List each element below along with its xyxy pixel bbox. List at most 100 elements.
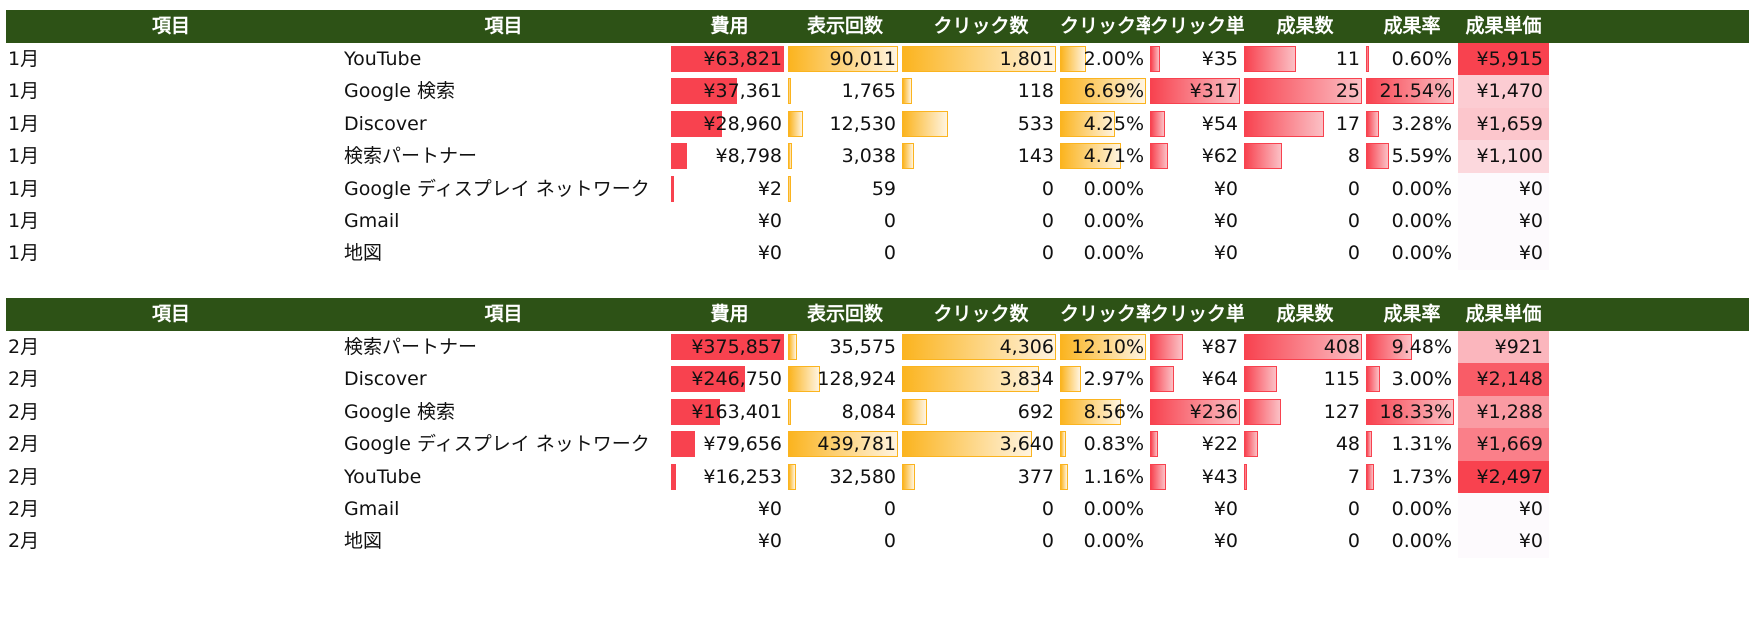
month-cell[interactable]: 2月 [6, 396, 336, 428]
cpc-cell[interactable]: ¥22 [1150, 428, 1244, 460]
impressions-cell[interactable]: 0 [788, 525, 902, 557]
header-cpc[interactable]: クリック単価 [1150, 15, 1244, 37]
impressions-cell[interactable]: 0 [788, 205, 902, 237]
channel-cell[interactable]: 検索パートナー [336, 140, 671, 172]
clicks-cell[interactable]: 118 [902, 75, 1060, 107]
cvr-cell[interactable]: 1.73% [1366, 461, 1458, 493]
cost-cell[interactable]: ¥0 [671, 525, 788, 557]
impressions-cell[interactable]: 439,781 [788, 428, 902, 460]
cpc-cell[interactable]: ¥317 [1150, 75, 1244, 107]
cpc-cell[interactable]: ¥43 [1150, 461, 1244, 493]
month-cell[interactable]: 2月 [6, 461, 336, 493]
channel-cell[interactable]: 検索パートナー [336, 331, 671, 363]
clicks-cell[interactable]: 0 [902, 173, 1060, 205]
header-cost[interactable]: 費用 [710, 303, 749, 325]
impressions-cell[interactable]: 90,011 [788, 43, 902, 75]
clicks-cell[interactable]: 4,306 [902, 331, 1060, 363]
impressions-cell[interactable]: 3,038 [788, 140, 902, 172]
ctr-cell[interactable]: 2.97% [1060, 363, 1150, 395]
channel-cell[interactable]: 地図 [336, 525, 671, 557]
cvr-cell[interactable]: 0.60% [1366, 43, 1458, 75]
impressions-cell[interactable]: 59 [788, 173, 902, 205]
month-cell[interactable]: 1月 [6, 43, 336, 75]
cvr-cell[interactable]: 0.00% [1366, 173, 1458, 205]
cpc-cell[interactable]: ¥64 [1150, 363, 1244, 395]
cpc-cell[interactable]: ¥236 [1150, 396, 1244, 428]
ctr-cell[interactable]: 12.10% [1060, 331, 1150, 363]
header-cpa[interactable]: 成果単価 [1465, 15, 1542, 37]
cvr-cell[interactable]: 0.00% [1366, 237, 1458, 269]
cvr-cell[interactable]: 3.00% [1366, 363, 1458, 395]
cost-cell[interactable]: ¥0 [671, 493, 788, 525]
cpa-cell[interactable]: ¥1,669 [1458, 428, 1549, 461]
header-conversions[interactable]: 成果数 [1276, 15, 1334, 37]
cost-cell[interactable]: ¥163,401 [671, 396, 788, 428]
month-cell[interactable]: 2月 [6, 525, 336, 557]
cost-cell[interactable]: ¥375,857 [671, 331, 788, 363]
clicks-cell[interactable]: 3,640 [902, 428, 1060, 460]
conversions-cell[interactable]: 0 [1244, 525, 1366, 557]
cpc-cell[interactable]: ¥0 [1150, 173, 1244, 205]
clicks-cell[interactable]: 3,834 [902, 363, 1060, 395]
month-cell[interactable]: 2月 [6, 331, 336, 363]
cpc-cell[interactable]: ¥87 [1150, 331, 1244, 363]
conversions-cell[interactable]: 0 [1244, 205, 1366, 237]
cpa-cell[interactable]: ¥2,497 [1458, 460, 1549, 493]
cvr-cell[interactable]: 0.00% [1366, 205, 1458, 237]
cvr-cell[interactable]: 1.31% [1366, 428, 1458, 460]
impressions-cell[interactable]: 32,580 [788, 461, 902, 493]
ctr-cell[interactable]: 0.00% [1060, 173, 1150, 205]
cpa-cell[interactable]: ¥1,100 [1458, 140, 1549, 173]
channel-cell[interactable]: Gmail [336, 205, 671, 237]
month-cell[interactable]: 1月 [6, 173, 336, 205]
channel-cell[interactable]: Discover [336, 363, 671, 395]
cvr-cell[interactable]: 0.00% [1366, 493, 1458, 525]
conversions-cell[interactable]: 7 [1244, 461, 1366, 493]
cpc-cell[interactable]: ¥35 [1150, 43, 1244, 75]
cpa-cell[interactable]: ¥0 [1458, 237, 1549, 270]
channel-cell[interactable]: YouTube [336, 461, 671, 493]
channel-cell[interactable]: Google 検索 [336, 75, 671, 107]
cpc-cell[interactable]: ¥0 [1150, 237, 1244, 269]
ctr-cell[interactable]: 4.71% [1060, 140, 1150, 172]
cpa-cell[interactable]: ¥0 [1458, 204, 1549, 238]
ctr-cell[interactable]: 6.69% [1060, 75, 1150, 107]
impressions-cell[interactable]: 1,765 [788, 75, 902, 107]
cvr-cell[interactable]: 5.59% [1366, 140, 1458, 172]
header-cvr[interactable]: 成果率 [1383, 15, 1441, 37]
impressions-cell[interactable]: 35,575 [788, 331, 902, 363]
conversions-cell[interactable]: 8 [1244, 140, 1366, 172]
impressions-cell[interactable]: 8,084 [788, 396, 902, 428]
cpa-cell[interactable]: ¥5,915 [1458, 43, 1549, 76]
clicks-cell[interactable]: 692 [902, 396, 1060, 428]
month-cell[interactable]: 1月 [6, 75, 336, 107]
cpc-cell[interactable]: ¥0 [1150, 205, 1244, 237]
header-cvr[interactable]: 成果率 [1383, 303, 1441, 325]
ctr-cell[interactable]: 2.00% [1060, 43, 1150, 75]
clicks-cell[interactable]: 0 [902, 237, 1060, 269]
cpa-cell[interactable]: ¥1,288 [1458, 395, 1549, 429]
cost-cell[interactable]: ¥8,798 [671, 140, 788, 172]
conversions-cell[interactable]: 408 [1244, 331, 1366, 363]
conversions-cell[interactable]: 25 [1244, 75, 1366, 107]
cost-cell[interactable]: ¥0 [671, 237, 788, 269]
channel-cell[interactable]: Gmail [336, 493, 671, 525]
cpa-cell[interactable]: ¥0 [1458, 492, 1549, 526]
cost-cell[interactable]: ¥0 [671, 205, 788, 237]
clicks-cell[interactable]: 533 [902, 108, 1060, 140]
header-ctr[interactable]: クリック率 [1060, 15, 1150, 37]
header-conversions[interactable]: 成果数 [1276, 303, 1334, 325]
header-clicks[interactable]: クリック数 [933, 303, 1029, 325]
header-cost[interactable]: 費用 [710, 15, 749, 37]
header-cpc[interactable]: クリック単価 [1150, 303, 1244, 325]
cpa-cell[interactable]: ¥921 [1458, 331, 1549, 364]
ctr-cell[interactable]: 8.56% [1060, 396, 1150, 428]
ctr-cell[interactable]: 0.00% [1060, 493, 1150, 525]
cost-cell[interactable]: ¥79,656 [671, 428, 788, 460]
header-impressions[interactable]: 表示回数 [806, 15, 883, 37]
conversions-cell[interactable]: 11 [1244, 43, 1366, 75]
cost-cell[interactable]: ¥16,253 [671, 461, 788, 493]
channel-cell[interactable]: Discover [336, 108, 671, 140]
month-cell[interactable]: 1月 [6, 140, 336, 172]
cpc-cell[interactable]: ¥0 [1150, 525, 1244, 557]
